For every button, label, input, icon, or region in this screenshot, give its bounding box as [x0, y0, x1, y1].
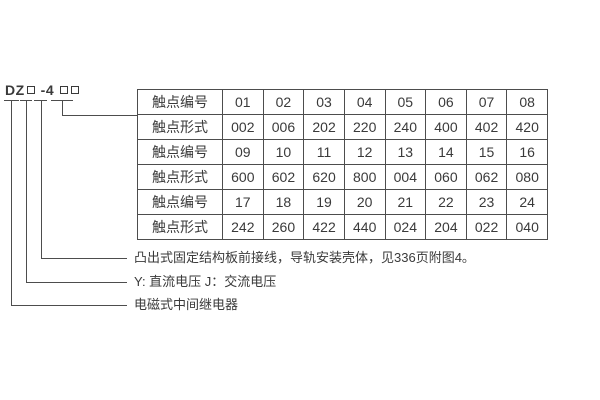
table-row: 触点形式 600 602 620 800 004 060 062 080	[137, 164, 548, 190]
leader-vertical-contact	[62, 100, 63, 115]
value-cell: 05	[384, 89, 427, 115]
leader-horizontal-voltage	[26, 282, 127, 283]
value-cell: 440	[343, 214, 386, 240]
value-cell: 07	[465, 89, 508, 115]
value-cell: 422	[303, 214, 345, 240]
value-cell: 19	[303, 189, 345, 215]
model-prefix: DZ	[5, 82, 25, 98]
value-cell: 620	[303, 164, 345, 190]
value-cell: 09	[222, 139, 264, 165]
leader-vertical-voltage	[26, 100, 27, 282]
value-cell: 400	[425, 114, 467, 140]
note-structure-mounting: 凸出式固定结构板前接线，导轨安装壳体，见336页附图4。	[134, 250, 475, 265]
value-cell: 602	[262, 164, 305, 190]
row-header-cell: 触点编号	[137, 139, 223, 165]
value-cell: 600	[222, 164, 264, 190]
row-header-cell: 触点形式	[137, 164, 223, 190]
value-cell: 204	[425, 214, 467, 240]
value-cell: 402	[465, 114, 508, 140]
value-cell: 11	[303, 139, 345, 165]
value-cell: 024	[384, 214, 427, 240]
row-header-cell: 触点编号	[137, 89, 223, 115]
value-cell: 03	[303, 89, 345, 115]
row-header-cell: 触点形式	[137, 114, 223, 140]
value-cell: 080	[506, 164, 548, 190]
leader-vertical-prefix	[11, 100, 12, 305]
value-cell: 23	[465, 189, 508, 215]
value-cell: 06	[425, 89, 467, 115]
value-cell: 08	[506, 89, 548, 115]
value-cell: 10	[262, 139, 305, 165]
leader-horizontal-contact	[62, 115, 137, 116]
table-row: 触点形式 242 260 422 440 024 204 022 040	[137, 214, 548, 240]
note-voltage-codes: Y: 直流电压 J：交流电压	[134, 274, 277, 289]
value-cell: 20	[343, 189, 386, 215]
value-cell: 15	[465, 139, 508, 165]
value-cell: 420	[506, 114, 548, 140]
leader-vertical-structure	[41, 100, 42, 258]
value-cell: 01	[222, 89, 264, 115]
value-cell: 14	[425, 139, 467, 165]
value-cell: 062	[465, 164, 508, 190]
leader-horizontal-structure	[41, 258, 127, 259]
table-row: 触点形式 002 006 202 220 240 400 402 420	[137, 114, 548, 140]
value-cell: 260	[262, 214, 305, 240]
value-cell: 18	[262, 189, 305, 215]
table-row: 触点编号 09 10 11 12 13 14 15 16	[137, 139, 548, 165]
placeholder-box-contact-1-icon	[60, 86, 69, 94]
placeholder-box-voltage-icon	[26, 86, 35, 94]
value-cell: 21	[384, 189, 427, 215]
value-cell: 002	[222, 114, 264, 140]
leader-horizontal-prefix	[11, 305, 127, 306]
value-cell: 022	[465, 214, 508, 240]
model-series: -4	[40, 82, 55, 98]
value-cell: 13	[384, 139, 427, 165]
value-cell: 24	[506, 189, 548, 215]
value-cell: 040	[506, 214, 548, 240]
row-header-cell: 触点形式	[137, 214, 223, 240]
value-cell: 240	[384, 114, 427, 140]
value-cell: 004	[384, 164, 427, 190]
value-cell: 220	[343, 114, 386, 140]
value-cell: 060	[425, 164, 467, 190]
value-cell: 04	[343, 89, 386, 115]
underline-series	[34, 100, 47, 101]
value-cell: 22	[425, 189, 467, 215]
value-cell: 202	[303, 114, 345, 140]
value-cell: 17	[222, 189, 264, 215]
value-cell: 242	[222, 214, 264, 240]
value-cell: 006	[262, 114, 305, 140]
table-row: 触点编号 17 18 19 20 21 22 23 24	[137, 189, 548, 215]
table-row: 触点编号 01 02 03 04 05 06 07 08	[137, 89, 548, 115]
value-cell: 16	[506, 139, 548, 165]
value-cell: 800	[343, 164, 386, 190]
contact-code-table: 触点编号 01 02 03 04 05 06 07 08 触点形式 002 00…	[137, 89, 548, 240]
row-header-cell: 触点编号	[137, 189, 223, 215]
model-designation: DZ -4	[5, 82, 80, 98]
value-cell: 12	[343, 139, 386, 165]
note-relay-type: 电磁式中间继电器	[134, 297, 239, 312]
value-cell: 02	[262, 89, 305, 115]
placeholder-box-contact-2-icon	[71, 86, 80, 94]
